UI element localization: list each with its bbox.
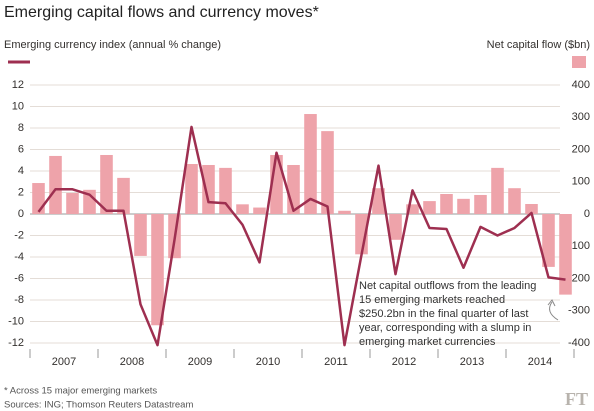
bar <box>338 210 351 214</box>
bar <box>100 154 113 214</box>
footnote: Sources: ING; Thomson Reuters Datastream <box>4 400 193 411</box>
annotation: 15 emerging markets reached <box>359 294 505 306</box>
x-tick-label: 2007 <box>52 356 76 368</box>
x-tick-label: 2010 <box>256 356 280 368</box>
footnote: * Across 15 major emerging markets <box>4 386 157 397</box>
y-tick-label: -10 <box>8 315 24 327</box>
x-tick-label: 2011 <box>324 356 348 368</box>
bar <box>491 167 504 214</box>
annotation-arrow-head <box>547 299 556 307</box>
bar <box>423 201 436 214</box>
y2-tick-label: -100 <box>568 240 590 252</box>
y-tick-label: 8 <box>18 122 24 134</box>
y2-tick-label: -200 <box>568 272 590 284</box>
bar <box>559 214 572 295</box>
bar <box>525 204 538 214</box>
bar <box>508 188 521 214</box>
y-axis-label: Emerging currency index (annual % change… <box>4 39 221 51</box>
y2-tick-label: 100 <box>572 176 590 188</box>
bar <box>134 214 147 256</box>
x-tick-label: 2014 <box>528 356 552 368</box>
y2-tick-label: 200 <box>572 143 590 155</box>
bar <box>253 207 266 214</box>
bar <box>83 189 96 214</box>
y-tick-label: 2 <box>18 186 24 198</box>
annotation-arrow <box>549 301 559 321</box>
legend-bar <box>572 56 586 68</box>
bar <box>49 155 62 214</box>
bar <box>202 164 215 214</box>
bar <box>185 164 198 214</box>
x-tick-label: 2009 <box>188 356 212 368</box>
y-tick-label: 4 <box>18 165 24 177</box>
bar <box>474 194 487 214</box>
bar <box>236 204 249 214</box>
y-tick-label: 6 <box>18 143 24 155</box>
bar <box>372 188 385 214</box>
bar <box>321 131 334 214</box>
bar <box>406 204 419 214</box>
y2-tick-label: -400 <box>568 337 590 349</box>
line <box>37 125 566 347</box>
y-tick-label: -6 <box>14 272 24 284</box>
y-tick-label: 12 <box>12 79 24 91</box>
y-tick-label: -2 <box>14 229 24 241</box>
plot: -12 -10 -8 -6 -4 -2 0 2 4 6 8 10 12 -400 -300 -200 -100 0… <box>8 79 590 368</box>
y2-tick-label: 300 <box>572 111 590 123</box>
y2-tick-label: 400 <box>572 79 590 91</box>
bar <box>32 183 45 214</box>
bar <box>117 177 130 214</box>
y-tick-label: 0 <box>18 208 24 220</box>
bar <box>440 194 453 214</box>
y-tick-label: -4 <box>14 251 24 263</box>
y2-tick-label: -300 <box>568 305 590 317</box>
x-tick-label: 2013 <box>460 356 484 368</box>
logo: FT <box>565 389 588 409</box>
annotation: emerging market currencies <box>359 336 496 348</box>
y2-axis-label: Net capital flow ($bn) <box>487 39 590 51</box>
bar <box>304 114 317 214</box>
y-tick-label: -8 <box>14 294 24 306</box>
bar <box>542 214 555 267</box>
y-tick-label: 10 <box>12 100 24 112</box>
y-tick-label: -12 <box>8 337 24 349</box>
bar <box>457 198 470 214</box>
x-tick-label: 2008 <box>120 356 144 368</box>
bar <box>151 214 164 326</box>
bar <box>389 214 402 240</box>
annotation: $250.2bn in the final quarter of last <box>359 308 528 320</box>
chart-title: Emerging capital flows and currency move… <box>4 4 319 21</box>
annotation: year, corresponding with a slump in <box>359 322 531 334</box>
annotation: Net capital outflows from the leading <box>359 280 536 292</box>
bar <box>66 193 79 214</box>
y2-tick-label: 0 <box>584 208 590 220</box>
x-tick-label: 2012 <box>392 356 416 368</box>
